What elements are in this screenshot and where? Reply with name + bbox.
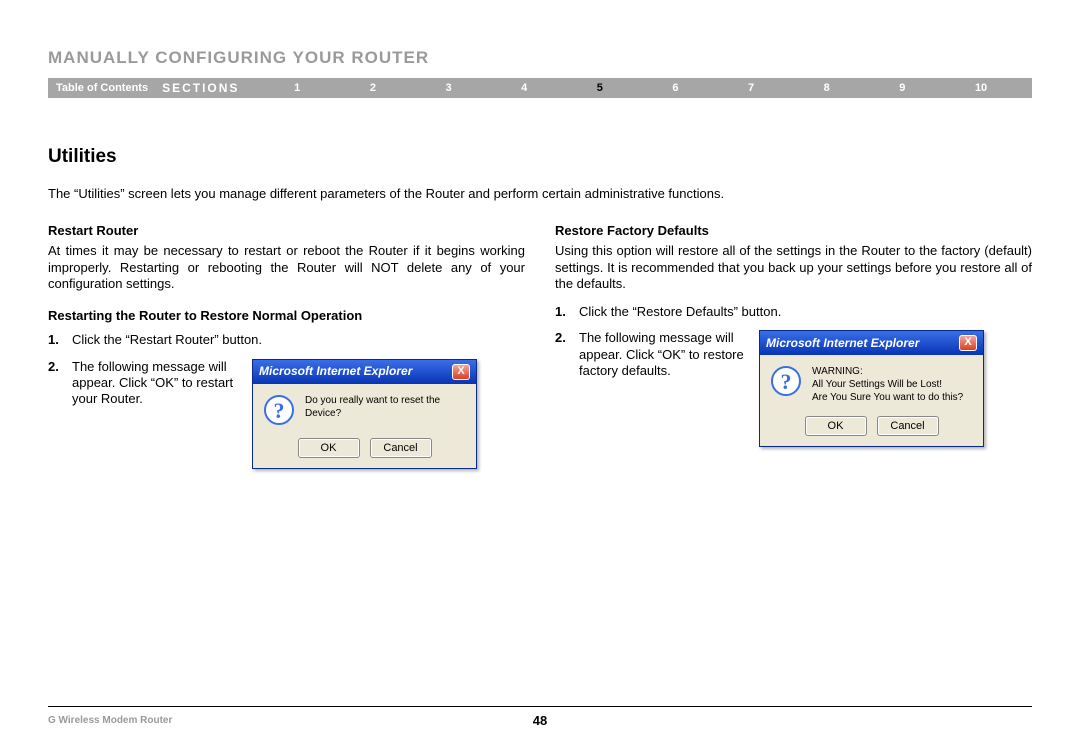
dialog-line1: All Your Settings Will be Lost! bbox=[812, 379, 942, 390]
ok-button[interactable]: OK bbox=[805, 416, 867, 436]
left-step-2: The following message will appear. Click… bbox=[48, 359, 525, 469]
question-icon: ? bbox=[770, 365, 802, 397]
nav-item-10[interactable]: 10 bbox=[975, 82, 987, 94]
right-column: Restore Factory Defaults Using this opti… bbox=[555, 223, 1032, 479]
restore-desc: Using this option will restore all of th… bbox=[555, 243, 1032, 292]
svg-text:?: ? bbox=[274, 398, 285, 423]
nav-toc[interactable]: Table of Contents bbox=[48, 82, 162, 94]
dialog-line2: Are You Sure You want to do this? bbox=[812, 392, 963, 403]
left-step-1: Click the “Restart Router” button. bbox=[48, 332, 525, 348]
dialog-titlebar: Microsoft Internet Explorer X bbox=[253, 360, 476, 384]
right-step-1-text: Click the “Restore Defaults” button. bbox=[579, 304, 1032, 320]
nav-item-3[interactable]: 3 bbox=[445, 82, 451, 94]
dialog-title-text: Microsoft Internet Explorer bbox=[766, 336, 919, 351]
nav-numbers: 1 2 3 4 5 6 7 8 9 10 bbox=[259, 82, 1032, 94]
dialog-titlebar: Microsoft Internet Explorer X bbox=[760, 331, 983, 355]
dialog-warning: WARNING: bbox=[812, 365, 963, 378]
restart-heading: Restart Router bbox=[48, 223, 525, 239]
dialog-title-text: Microsoft Internet Explorer bbox=[259, 364, 412, 379]
right-step-1: Click the “Restore Defaults” button. bbox=[555, 304, 1032, 320]
page-footer: G Wireless Modem Router 48 bbox=[0, 706, 1080, 726]
svg-text:?: ? bbox=[781, 369, 792, 394]
close-icon[interactable]: X bbox=[959, 335, 977, 351]
left-step-2-text: The following message will appear. Click… bbox=[72, 359, 252, 408]
left-column: Restart Router At times it may be necess… bbox=[48, 223, 525, 479]
intro-text: The “Utilities” screen lets you manage d… bbox=[48, 186, 1032, 201]
dialog-message: Do you really want to reset the Device? bbox=[305, 394, 466, 420]
nav-item-4[interactable]: 4 bbox=[521, 82, 527, 94]
right-step-2-text: The following message will appear. Click… bbox=[579, 330, 759, 379]
nav-item-2[interactable]: 2 bbox=[370, 82, 376, 94]
restart-subheading: Restarting the Router to Restore Normal … bbox=[48, 308, 525, 324]
nav-item-6[interactable]: 6 bbox=[672, 82, 678, 94]
left-step-1-text: Click the “Restart Router” button. bbox=[72, 332, 525, 348]
footer-product: G Wireless Modem Router bbox=[48, 715, 172, 726]
restore-dialog: Microsoft Internet Explorer X ? WARNING:… bbox=[759, 330, 984, 447]
dialog-message: WARNING: All Your Settings Will be Lost!… bbox=[812, 365, 963, 404]
section-title: Utilities bbox=[48, 146, 1032, 168]
section-nav: Table of Contents SECTIONS 1 2 3 4 5 6 7… bbox=[48, 78, 1032, 98]
restore-heading: Restore Factory Defaults bbox=[555, 223, 1032, 239]
restart-dialog: Microsoft Internet Explorer X ? Do you r… bbox=[252, 359, 477, 469]
nav-item-5[interactable]: 5 bbox=[597, 82, 603, 94]
cancel-button[interactable]: Cancel bbox=[877, 416, 939, 436]
nav-item-1[interactable]: 1 bbox=[294, 82, 300, 94]
ok-button[interactable]: OK bbox=[298, 438, 360, 458]
nav-item-7[interactable]: 7 bbox=[748, 82, 754, 94]
page-number: 48 bbox=[533, 713, 547, 728]
question-icon: ? bbox=[263, 394, 295, 426]
nav-item-9[interactable]: 9 bbox=[899, 82, 905, 94]
nav-sections-label: SECTIONS bbox=[162, 81, 259, 95]
nav-item-8[interactable]: 8 bbox=[824, 82, 830, 94]
close-icon[interactable]: X bbox=[452, 364, 470, 380]
cancel-button[interactable]: Cancel bbox=[370, 438, 432, 458]
right-step-2: The following message will appear. Click… bbox=[555, 330, 1032, 447]
chapter-title: MANUALLY CONFIGURING YOUR ROUTER bbox=[48, 48, 1032, 68]
restart-desc: At times it may be necessary to restart … bbox=[48, 243, 525, 292]
